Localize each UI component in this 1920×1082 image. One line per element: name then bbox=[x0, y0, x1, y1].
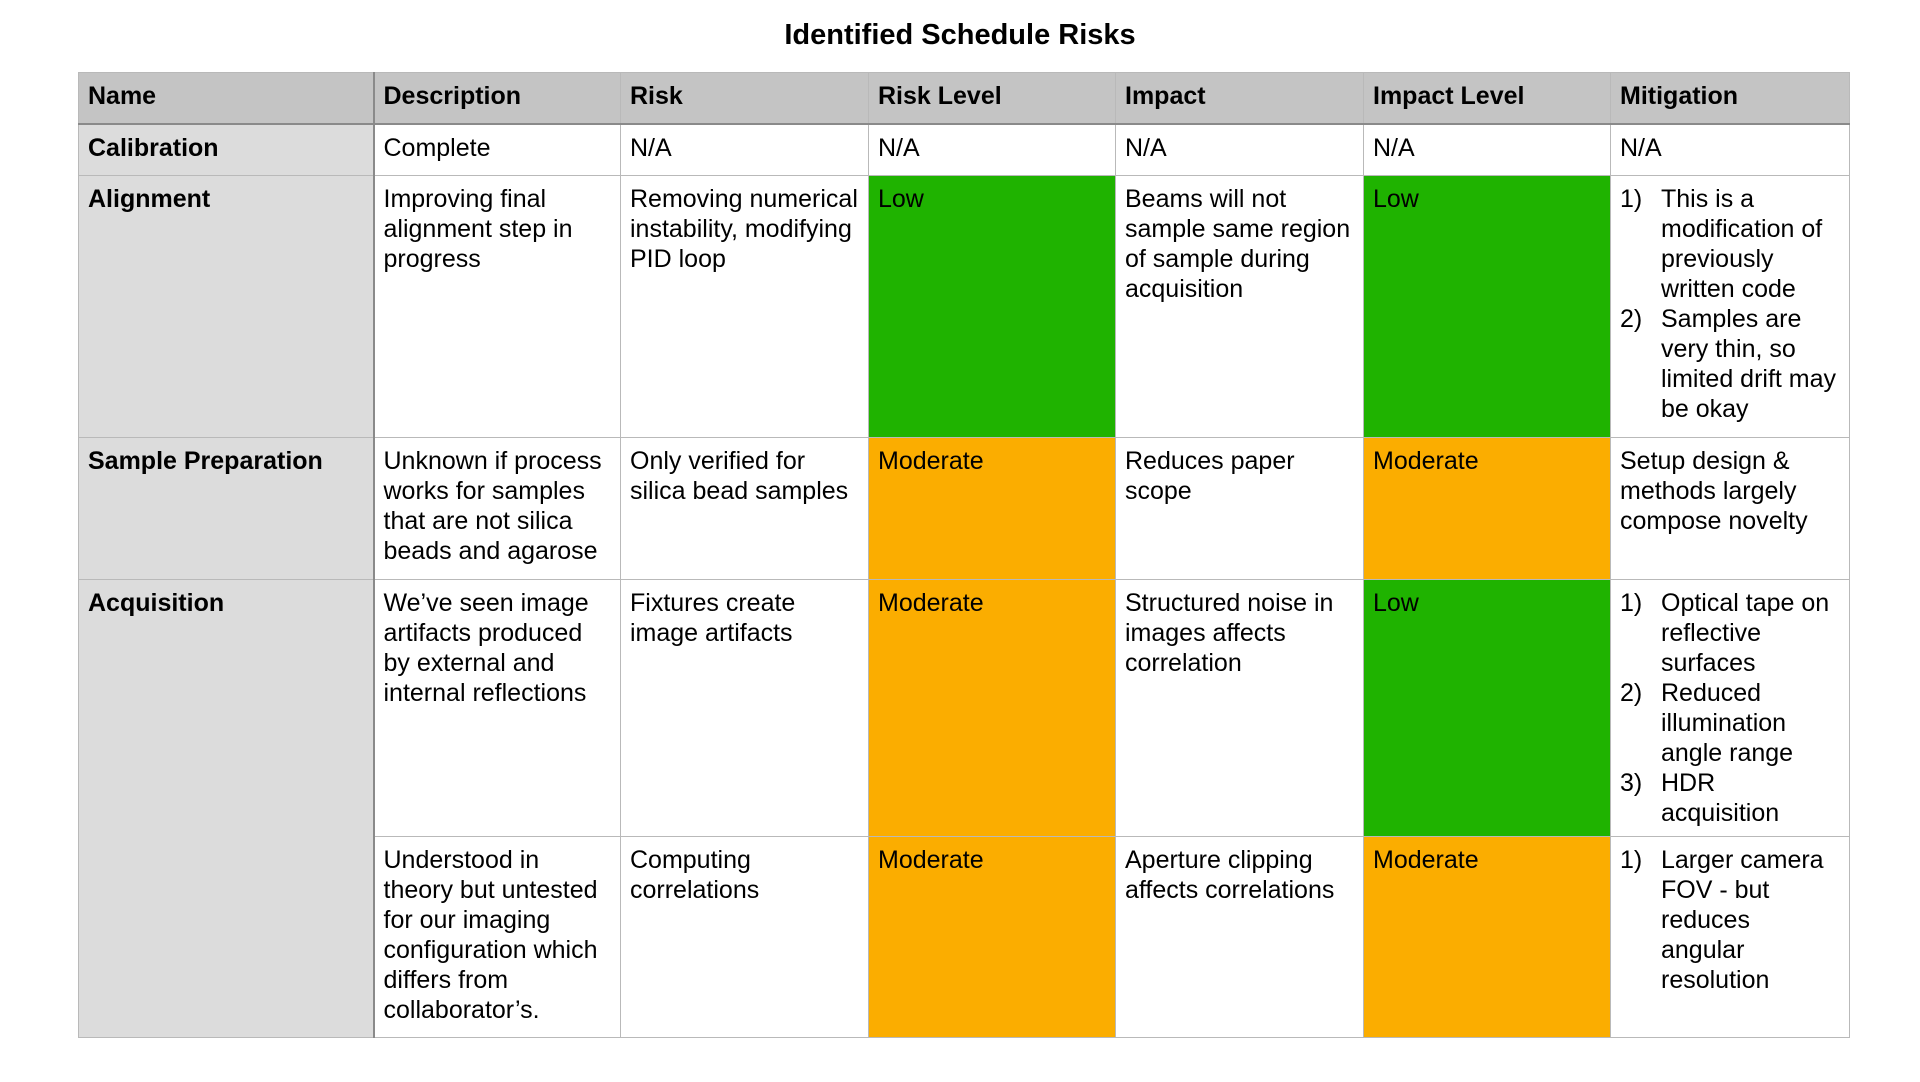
list-item-text: HDR acquisition bbox=[1661, 768, 1780, 827]
column-header-description: Description bbox=[373, 72, 621, 125]
cell-risk: Computing correlations bbox=[620, 835, 869, 1038]
cell-mitigation: 1) This is a modification of previously … bbox=[1610, 174, 1850, 438]
cell-description: Unknown if process works for samples tha… bbox=[373, 436, 621, 580]
cell-impact-level-low: Low bbox=[1363, 174, 1611, 438]
list-item-number: 2) bbox=[1620, 678, 1643, 707]
list-item-number: 3) bbox=[1620, 768, 1643, 797]
cell-risk-level: N/A bbox=[868, 123, 1116, 176]
list-item-number: 2) bbox=[1620, 304, 1643, 333]
page-title: Identified Schedule Risks bbox=[784, 19, 1136, 51]
list-item-text: Samples are very thin, so limited drift … bbox=[1661, 304, 1837, 423]
row-name-sample-preparation: Sample Preparation bbox=[78, 436, 375, 580]
cell-risk: Only verified for silica bead samples bbox=[620, 436, 869, 580]
column-header-mitigation: Mitigation bbox=[1610, 72, 1850, 125]
list-item-number: 1) bbox=[1620, 184, 1643, 213]
column-header-risk: Risk bbox=[620, 72, 869, 125]
table-row-sample-preparation: Sample Preparation Unknown if process wo… bbox=[78, 436, 1850, 580]
mitigation-list: 1) Larger camera FOV - but reduces angul… bbox=[1620, 845, 1840, 995]
table-row-alignment: Alignment Improving final alignment step… bbox=[78, 174, 1850, 438]
cell-risk: Removing numerical instability, modifyin… bbox=[620, 174, 869, 438]
cell-impact-level: N/A bbox=[1363, 123, 1611, 176]
list-item-number: 1) bbox=[1620, 588, 1643, 617]
mitigation-list: 1) This is a modification of previously … bbox=[1620, 184, 1840, 424]
cell-description: Improving final alignment step in progre… bbox=[373, 174, 621, 438]
column-header-name: Name bbox=[78, 72, 375, 125]
cell-risk-level-moderate: Moderate bbox=[868, 578, 1116, 837]
row-name-alignment: Alignment bbox=[78, 174, 375, 438]
table-row-acquisition-continued: Understood in theory but untested for ou… bbox=[79, 835, 1850, 1038]
cell-impact-level-moderate: Moderate bbox=[1363, 436, 1611, 580]
cell-risk-level-low: Low bbox=[868, 174, 1116, 438]
cell-impact-level-low: Low bbox=[1363, 578, 1611, 837]
list-item-text: Optical tape on reflective surfaces bbox=[1661, 588, 1830, 677]
cell-mitigation: N/A bbox=[1610, 123, 1850, 176]
list-item-text: Reduced illumination angle range bbox=[1661, 678, 1794, 767]
list-item: 1) This is a modification of previously … bbox=[1620, 184, 1840, 304]
cell-risk: Fixtures create image artifacts bbox=[620, 578, 869, 837]
list-item-number: 1) bbox=[1620, 845, 1643, 874]
cell-impact: Reduces paper scope bbox=[1115, 436, 1364, 580]
cell-impact-level-moderate: Moderate bbox=[1363, 835, 1611, 1038]
column-header-risk-level: Risk Level bbox=[868, 72, 1116, 125]
row-name-calibration: Calibration bbox=[78, 123, 375, 176]
list-item-text: This is a modification of previously wri… bbox=[1661, 184, 1823, 303]
cell-risk: N/A bbox=[620, 123, 869, 176]
header-row: Name Description Risk Risk Level Impact … bbox=[78, 72, 1850, 125]
list-item: 3) HDR acquisition bbox=[1620, 768, 1840, 828]
list-item: 2) Reduced illumination angle range bbox=[1620, 678, 1840, 768]
table-row-calibration: Calibration Complete N/A N/A N/A N/A N/A bbox=[78, 123, 1850, 176]
cell-mitigation: 1) Optical tape on reflective surfaces 2… bbox=[1610, 578, 1850, 837]
cell-description: Complete bbox=[373, 123, 621, 176]
cell-impact: Beams will not sample same region of sam… bbox=[1115, 174, 1364, 438]
column-header-impact: Impact bbox=[1115, 72, 1364, 125]
list-item: 1) Larger camera FOV - but reduces angul… bbox=[1620, 845, 1840, 995]
mitigation-list: 1) Optical tape on reflective surfaces 2… bbox=[1620, 588, 1840, 828]
schedule-risks-table: Name Description Risk Risk Level Impact … bbox=[78, 72, 1850, 1038]
list-item-text: Larger camera FOV - but reduces angular … bbox=[1661, 845, 1824, 994]
list-item: 1) Optical tape on reflective surfaces bbox=[1620, 588, 1840, 678]
cell-mitigation: 1) Larger camera FOV - but reduces angul… bbox=[1610, 835, 1850, 1038]
cell-description: Understood in theory but untested for ou… bbox=[373, 835, 621, 1038]
cell-impact: N/A bbox=[1115, 123, 1364, 176]
cell-impact: Structured noise in images affects corre… bbox=[1115, 578, 1364, 837]
cell-risk-level-moderate: Moderate bbox=[868, 436, 1116, 580]
cell-mitigation: Setup design & methods largely compose n… bbox=[1610, 436, 1850, 580]
list-item: 2) Samples are very thin, so limited dri… bbox=[1620, 304, 1840, 424]
column-header-impact-level: Impact Level bbox=[1363, 72, 1611, 125]
cell-description: We’ve seen image artifacts produced by e… bbox=[373, 578, 621, 837]
row-name-acquisition: Acquisition bbox=[78, 578, 375, 1038]
table-row-acquisition: Acquisition We’ve seen image artifacts p… bbox=[78, 578, 1850, 1038]
cell-impact: Aperture clipping affects correlations bbox=[1115, 835, 1364, 1038]
cell-risk-level-moderate: Moderate bbox=[868, 835, 1116, 1038]
